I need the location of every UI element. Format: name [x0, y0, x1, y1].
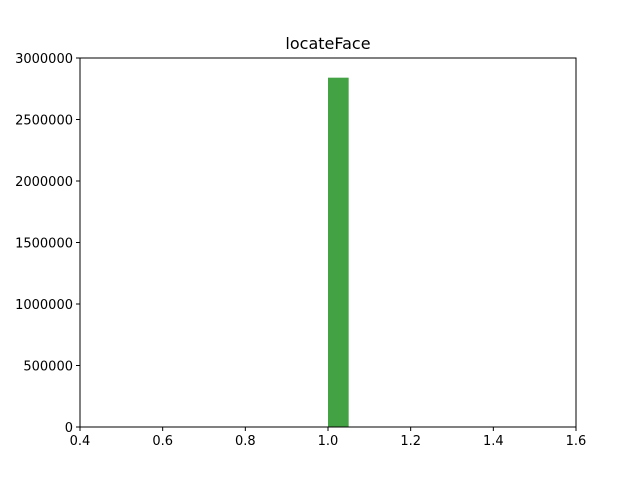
bars-layer: [328, 77, 349, 428]
x-tick-label: 1.6: [566, 434, 587, 449]
chart-title: locateFace: [285, 34, 370, 53]
y-tick-label: 1000000: [15, 298, 73, 313]
x-tick-label: 0.4: [70, 434, 91, 449]
x-tick-label: 0.8: [235, 434, 256, 449]
x-tick-label: 1.0: [318, 434, 339, 449]
y-axis: 0 500000 1000000 1500000 2000000 2500000 30000…: [15, 52, 80, 436]
y-tick-label: 3000000: [15, 52, 73, 67]
y-tick-label: 500000: [23, 360, 73, 375]
y-tick-label: 2500000: [15, 114, 73, 129]
histogram-bar-0: [328, 77, 349, 428]
y-tick-label: 1500000: [15, 237, 73, 252]
x-tick-label: 1.2: [400, 434, 421, 449]
y-tick-label: 0: [65, 421, 73, 436]
x-tick-label: 1.4: [483, 434, 504, 449]
y-tick-label: 2000000: [15, 175, 73, 190]
x-tick-label: 0.6: [152, 434, 173, 449]
x-axis: 0.4 0.6 0.8 1.0 1.2 1.4 1.6: [70, 427, 587, 449]
